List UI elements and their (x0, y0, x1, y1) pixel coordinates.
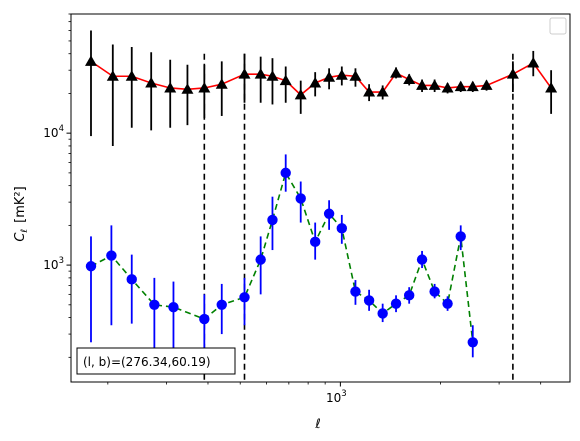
series-0-point-15 (335, 69, 348, 80)
y-tick-label-exponent: 4 (59, 124, 64, 134)
series-1-point-1 (106, 250, 117, 261)
series-1-point-15 (350, 286, 361, 297)
y-tick-label-1: 104 (43, 124, 64, 140)
series-1-point-14 (336, 223, 348, 234)
series-0-point-4 (164, 81, 177, 93)
series-0-point-27 (506, 68, 519, 79)
series-0-point-11 (279, 74, 292, 86)
series-0-point-7 (215, 78, 228, 89)
annotation-text: (l, b)=(276.34,60.19) (83, 355, 211, 369)
series-1-point-21 (429, 286, 440, 297)
series-0-point-13 (309, 76, 322, 88)
x-axis-label: ℓ (314, 417, 320, 432)
series-1-point-17 (377, 308, 388, 319)
series-1-point-19 (403, 290, 415, 301)
x-tick-label-base: 10 (326, 391, 341, 405)
y-axis-label-unit: [mK²] (13, 186, 28, 223)
series-0-point-24 (454, 80, 467, 92)
series-0-point-12 (294, 88, 307, 100)
series-0-point-22 (428, 79, 441, 90)
series-1-point-20 (416, 254, 428, 265)
series-0-point-18 (376, 86, 389, 97)
series-1-point-10 (280, 167, 291, 179)
y-tick-label-0: 103 (43, 256, 64, 272)
series-0-point-17 (363, 86, 376, 97)
series-1-point-7 (239, 292, 250, 303)
series-1-point-23 (455, 231, 466, 242)
series-0-point-9 (254, 68, 267, 79)
series-0-point-16 (349, 70, 362, 81)
series-0-point-3 (145, 76, 158, 88)
series-1-point-0 (85, 261, 97, 272)
x-tick-label-0: 103 (326, 389, 347, 405)
x-tick-label-exponent: 3 (341, 389, 346, 399)
series-0-point-26 (480, 79, 493, 90)
series-0-point-20 (403, 73, 416, 85)
series-1-point-3 (149, 299, 160, 311)
series-1-point-8 (255, 254, 266, 265)
annotation-box: (l, b)=(276.34,60.19) (76, 347, 236, 375)
series-0-point-19 (390, 67, 403, 78)
series-1-point-9 (267, 214, 278, 226)
series-0-point-10 (266, 70, 279, 81)
series-1-point-2 (126, 274, 137, 285)
series-1-point-18 (390, 298, 402, 309)
series-1-point-13 (323, 208, 335, 219)
series-1 (85, 154, 478, 358)
series-1-point-4 (168, 301, 179, 313)
series-1-point-24 (467, 337, 478, 348)
y-axis-label: Cℓ [mK²] (13, 186, 30, 241)
series-0-point-25 (466, 80, 479, 92)
series-1-point-22 (442, 298, 453, 309)
y-axis-label-symbol: C (13, 232, 28, 242)
series-1-point-16 (363, 295, 375, 306)
series-0-point-8 (238, 68, 251, 79)
y-tick-label-exponent: 3 (59, 256, 64, 266)
plot-frame (70, 13, 571, 383)
series-0-point-28 (527, 57, 540, 68)
series-0-point-6 (198, 81, 211, 93)
series-0-point-23 (441, 81, 454, 93)
series-0-point-0 (84, 55, 97, 66)
y-tick-label-base: 10 (43, 126, 58, 140)
series-0-point-14 (323, 71, 336, 82)
series-layer (84, 30, 558, 358)
series-1-point-11 (295, 193, 306, 204)
series-0-point-5 (181, 83, 194, 94)
series-0-point-2 (125, 70, 138, 81)
series-0-point-1 (106, 70, 119, 81)
series-1-point-12 (309, 236, 321, 248)
legend-box (549, 17, 567, 35)
y-tick-label-base: 10 (43, 258, 58, 272)
series-1-point-5 (199, 313, 210, 325)
series-0 (84, 30, 558, 146)
series-1-point-6 (216, 299, 227, 311)
vertical-lines (203, 53, 514, 382)
y-axis-label-subscript: ℓ (20, 229, 30, 234)
series-1-line (90, 170, 474, 343)
series-0-point-21 (416, 79, 429, 90)
series-0-point-29 (545, 81, 558, 93)
